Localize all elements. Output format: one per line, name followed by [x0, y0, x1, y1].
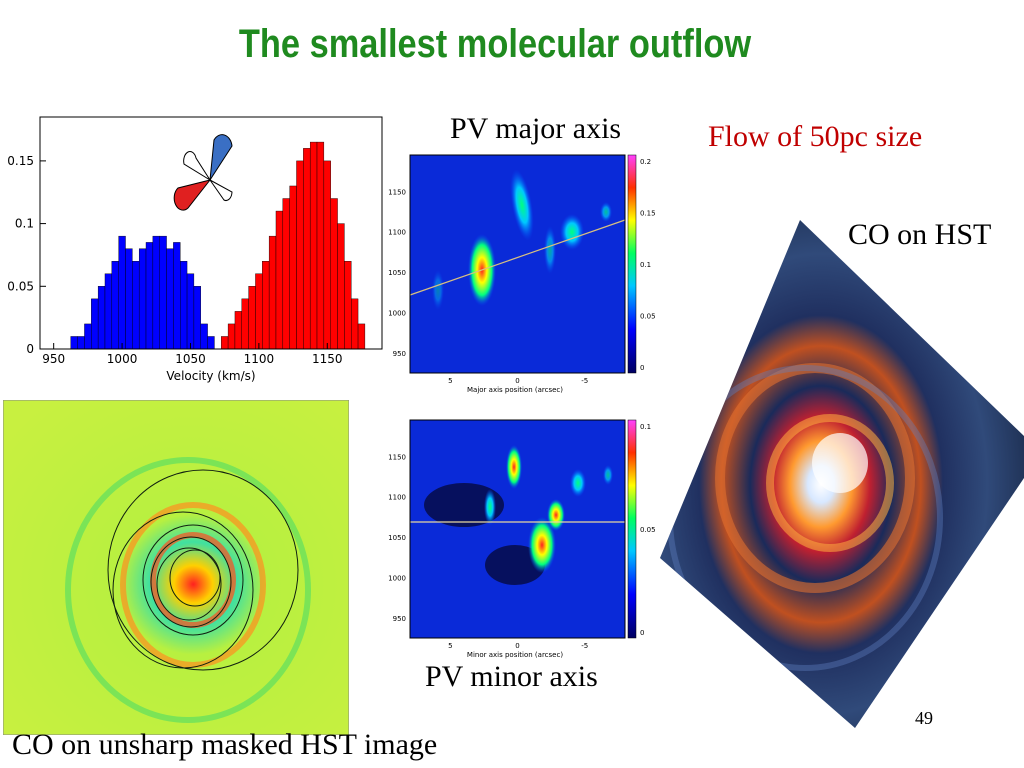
co-contours	[107, 469, 299, 671]
spectrum-bar	[221, 336, 229, 350]
pv-major-colorbar-tick-label: 0.15	[640, 210, 656, 218]
spectrum-bar	[166, 248, 174, 350]
pv-major-colorbar	[627, 154, 637, 374]
pv-major-xlabel: Major axis position (arcsec)	[467, 386, 563, 394]
spectrum-bar	[186, 273, 195, 350]
spectrum-bar	[159, 235, 167, 350]
spectrum-ytick-label: 0.05	[7, 279, 34, 293]
spectrum-bar	[91, 298, 99, 350]
pv-major-chart: 1150 1100 1050 1000 950 5 0 -5 0.2 0.15 0.1 0.05 0 M…	[388, 154, 656, 394]
pv-major-ytick-label: 1100	[388, 229, 406, 237]
spectrum-bar	[97, 286, 106, 350]
outflow-cones-icon	[173, 134, 233, 211]
page-number: 49	[915, 708, 933, 728]
spectrum-bar	[132, 261, 140, 350]
spectrum-chart: 950 1000 1050 1100 1150 0 0.05 0.1 0.15 Velocity…	[7, 116, 383, 388]
co-unsharp-label: CO on unsharp masked HST image	[12, 728, 438, 761]
unsharp-masked-image	[3, 400, 349, 735]
pv-major-colorbar-tick-label: 0	[640, 364, 644, 372]
pv-minor-colorbar-tick-label: 0.1	[640, 423, 651, 431]
spectrum-bar	[282, 198, 290, 350]
spectrum-xlabel: Velocity (km/s)	[166, 369, 255, 383]
spectrum-xtick-label: 1000	[107, 352, 138, 366]
spectrum-bar	[207, 336, 215, 350]
pv-major-ytick-label: 950	[393, 350, 406, 358]
spectrum-frame	[39, 116, 383, 350]
spectrum-bar	[289, 185, 297, 350]
pv-minor-xtick-label: 5	[448, 642, 452, 650]
spectrum-xtick-label: 1050	[175, 352, 206, 366]
pv-major-ytick-label: 1000	[388, 309, 406, 317]
spectrum-bar	[152, 235, 160, 350]
spectrum-bar	[77, 336, 85, 350]
spectrum-xtick-label: 950	[42, 352, 65, 366]
pv-minor-colorbar-tick-label: 0.05	[640, 526, 656, 534]
spectrum-bar	[234, 311, 242, 350]
spectrum-bar	[330, 198, 338, 350]
spectrum-ytick-label: 0.1	[15, 217, 34, 231]
spectrum-bar	[173, 242, 181, 350]
pv-major-fit-line	[409, 219, 626, 296]
pv-minor-xlabel: Minor axis position (arcsec)	[467, 651, 563, 659]
spectrum-bar	[296, 160, 304, 350]
pv-minor-ytick-label: 1050	[388, 534, 406, 542]
spectrum-bar	[227, 323, 236, 350]
spectrum-xtick-label: 1150	[312, 352, 343, 366]
pv-major-xtick-label: -5	[581, 377, 588, 385]
spectrum-bar	[268, 235, 277, 350]
spectrum-bar	[200, 323, 208, 350]
pv-major-colorbar-tick-label: 0.05	[640, 313, 656, 321]
pv-major-colorbar-tick-label: 0.1	[640, 261, 651, 269]
spectrum-bar	[111, 261, 119, 350]
spectrum-bar	[275, 210, 284, 350]
spectrum-bar	[193, 286, 201, 350]
spectrum-bar	[337, 223, 345, 350]
flow-size-label: Flow of 50pc size	[708, 120, 923, 153]
pv-major-label: PV major axis	[450, 112, 622, 145]
pv-major-xtick-label: 0	[515, 377, 519, 385]
pv-major-ytick-label: 1150	[388, 188, 406, 196]
slide-title: The smallest molecular outflow	[238, 22, 752, 66]
spectrum-bar	[70, 336, 78, 350]
spectrum-bar	[145, 242, 154, 350]
pv-minor-emission	[424, 445, 613, 585]
spectrum-bar	[248, 286, 256, 350]
spectrum-bar	[138, 248, 147, 350]
spectrum-bar	[104, 273, 113, 350]
spectrum-bar	[180, 261, 188, 350]
pv-minor-ytick-label: 1100	[388, 494, 406, 502]
pv-minor-colorbar	[627, 419, 637, 639]
pv-minor-chart: 1150 1100 1050 1000 950 5 0 -5 0.1 0.05 0 Minor ax…	[388, 419, 656, 659]
spectrum-bar	[357, 323, 366, 350]
pv-minor-xtick-label: 0	[515, 642, 519, 650]
co-hst-label: CO on HST	[848, 218, 992, 251]
pv-minor-label: PV minor axis	[425, 660, 598, 693]
spectrum-bar	[309, 141, 318, 350]
spectrum-bar	[84, 323, 92, 350]
spectrum-bar	[344, 261, 352, 350]
pv-minor-ytick-label: 950	[393, 615, 406, 623]
spectrum-bar	[351, 298, 359, 350]
pv-minor-xtick-label: -5	[581, 642, 588, 650]
pv-major-colorbar-tick-label: 0.2	[640, 158, 651, 166]
pv-major-xtick-label: 5	[448, 377, 452, 385]
pv-minor-ytick-label: 1150	[388, 453, 406, 461]
pv-minor-ytick-label: 1000	[388, 574, 406, 582]
spectrum-bar	[262, 261, 270, 350]
spectrum-bar	[125, 248, 133, 350]
pv-major-ytick-label: 1050	[388, 269, 406, 277]
spectrum-bar	[316, 141, 325, 350]
spectrum-bar	[118, 235, 126, 350]
pv-minor-colorbar-tick-label: 0	[640, 629, 644, 637]
spectrum-bar	[241, 298, 249, 350]
spectrum-bar	[323, 160, 331, 350]
spectrum-xtick-label: 1100	[244, 352, 275, 366]
spectrum-ytick-label: 0	[26, 342, 34, 356]
spectrum-bar	[303, 148, 311, 350]
spectrum-ytick-label: 0.15	[7, 154, 34, 168]
co-hst-image	[660, 220, 1024, 728]
spectrum-bar	[255, 273, 263, 350]
